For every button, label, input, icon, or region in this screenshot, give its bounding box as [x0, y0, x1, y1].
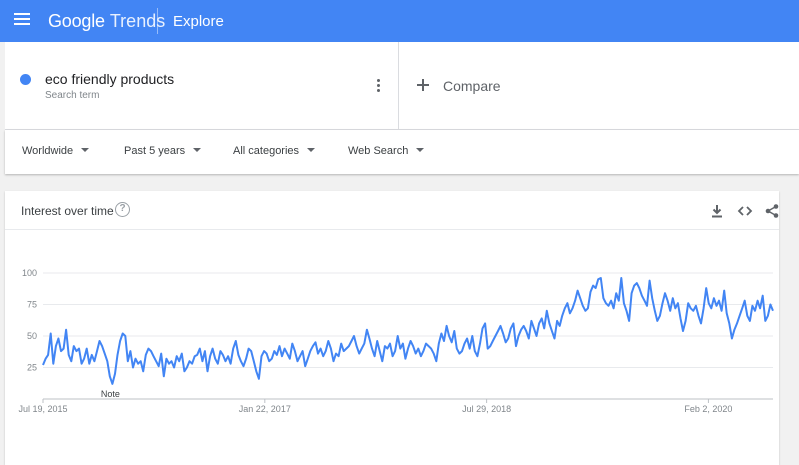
y-tick-label: 25	[27, 363, 37, 373]
x-tick-label: Jul 19, 2015	[18, 404, 67, 414]
help-icon[interactable]: ?	[115, 202, 130, 217]
dropdown-arrow-icon	[193, 148, 202, 152]
time-range-label: Past 5 years	[124, 145, 186, 157]
share-icon[interactable]	[764, 203, 780, 219]
search-terms-bar: eco friendly products Search term Compar…	[5, 42, 799, 130]
dropdown-arrow-icon	[307, 148, 316, 152]
search-term-name[interactable]: eco friendly products	[45, 71, 175, 87]
search-term-subtitle: Search term	[45, 90, 100, 101]
brand-trends-text: Trends	[109, 11, 166, 31]
y-tick-label: 100	[22, 268, 37, 278]
search-type-dropdown[interactable]: Web Search	[348, 145, 425, 158]
x-tick-label: Jul 29, 2018	[462, 404, 511, 414]
region-label: Worldwide	[22, 145, 74, 157]
category-dropdown[interactable]: All categories	[233, 145, 316, 158]
page-section-title: Explore	[173, 13, 224, 30]
search-type-label: Web Search	[348, 145, 409, 157]
region-dropdown[interactable]: Worldwide	[22, 145, 90, 158]
x-tick-label: Jan 22, 2017	[239, 404, 291, 414]
topbar-divider	[157, 8, 158, 34]
plus-icon	[417, 79, 429, 91]
term-color-dot	[20, 74, 31, 85]
card-divider	[5, 229, 779, 230]
category-label: All categories	[233, 145, 300, 157]
time-range-dropdown[interactable]: Past 5 years	[124, 145, 202, 158]
embed-icon[interactable]	[737, 203, 753, 219]
google-trends-logo[interactable]: Google Trends	[48, 10, 165, 32]
download-icon[interactable]	[709, 203, 725, 219]
series-line	[42, 277, 774, 385]
filter-bar: Worldwide Past 5 years All categories We…	[5, 130, 799, 174]
search-term-card[interactable]: eco friendly products Search term	[5, 42, 399, 129]
interest-line-chart: 25 50 75 100 Jul 19, 2015 Jan 22, 2017 Jul 29,…	[18, 268, 774, 414]
x-tick-label: Feb 2, 2020	[684, 404, 732, 414]
card-title: Interest over time	[21, 204, 114, 218]
hamburger-menu-icon[interactable]	[14, 13, 30, 27]
dropdown-arrow-icon	[81, 148, 90, 152]
more-vert-icon[interactable]	[377, 79, 381, 93]
top-app-bar: Google Trends Explore	[0, 0, 799, 42]
y-tick-label: 75	[27, 300, 37, 310]
y-tick-label: 50	[27, 331, 37, 341]
brand-google-text: Google	[48, 11, 105, 31]
note-annotation: Note	[101, 389, 120, 399]
dropdown-arrow-icon	[416, 148, 425, 152]
compare-label: Compare	[443, 78, 501, 94]
interest-over-time-card: Interest over time ? 25 50 75 100 Jul 19, 20…	[5, 191, 779, 465]
